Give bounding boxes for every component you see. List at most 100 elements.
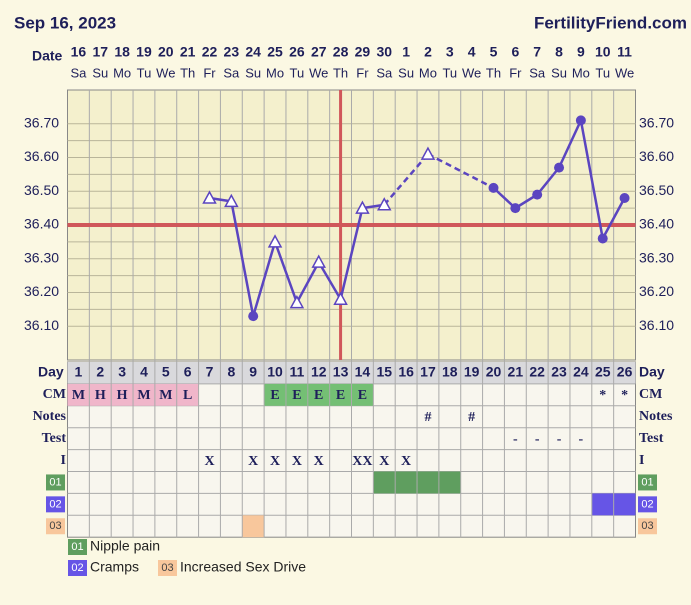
badge-right-text: 03 (641, 520, 653, 532)
y-tick-label-right: 36.30 (639, 249, 674, 265)
badge-right (638, 496, 657, 513)
chart-date: Sep 16, 2023 (14, 13, 116, 32)
y-tick-label: 36.60 (24, 148, 59, 164)
temperature-point (488, 182, 499, 193)
date-label: 7 (533, 44, 541, 60)
cell-text: H (117, 388, 128, 403)
badge-right (638, 518, 657, 535)
day-number: 17 (420, 364, 436, 380)
badge-right (638, 474, 657, 491)
cm-cell (111, 383, 134, 406)
cm-cell (133, 383, 155, 406)
day-number: 4 (140, 364, 148, 380)
weekday-label: Tu (290, 65, 305, 80)
legend-label: Increased Sex Drive (180, 559, 306, 575)
cm-cell (264, 383, 286, 406)
date-label: 21 (180, 44, 196, 60)
weekday-label: Sa (529, 65, 546, 80)
day-number: 11 (289, 364, 304, 380)
temperature-point (289, 295, 305, 309)
date-label: 19 (136, 44, 152, 60)
cm-cell (154, 383, 177, 406)
badge (46, 518, 65, 535)
cell-text: E (292, 388, 301, 403)
symptom-cell (438, 471, 461, 494)
cell-text: M (72, 388, 85, 403)
cm-cell (67, 383, 90, 406)
row-label-right: CM (639, 387, 662, 402)
date-label: 10 (595, 44, 611, 60)
cm-cell (329, 383, 352, 406)
gap-connector (383, 153, 429, 206)
weekday-label: We (156, 65, 175, 80)
row-label: Test (42, 431, 67, 446)
row-label: I (61, 453, 66, 468)
cell-text: - (557, 432, 562, 447)
date-label: 1 (402, 44, 410, 60)
y-tick-label: 36.20 (24, 283, 59, 299)
weekday-label: We (615, 65, 634, 80)
temperature-point (575, 115, 586, 126)
cell-text: * (599, 388, 606, 403)
legend-badge-text: 01 (71, 541, 83, 553)
cell-text: E (358, 388, 367, 403)
day-number: 16 (398, 364, 414, 380)
symptom-cell (417, 471, 439, 494)
weekday-label: Sa (70, 65, 87, 80)
temperature-point (248, 311, 259, 322)
weekday-label: Fr (203, 65, 216, 80)
y-tick-label-right: 36.10 (639, 317, 674, 333)
date-label: 17 (92, 44, 108, 60)
date-label: 9 (577, 44, 585, 60)
cell-text: X (270, 454, 280, 469)
cm-cell (307, 383, 330, 406)
symptom-cell (242, 515, 265, 538)
temperature-point (355, 200, 370, 214)
date-label: 18 (114, 44, 130, 60)
y-tick-label: 36.10 (24, 317, 59, 333)
temperature-point (333, 291, 348, 305)
cell-text: X (379, 454, 389, 469)
cm-cell (176, 383, 199, 406)
day-number: 14 (355, 364, 371, 380)
gap-connector (427, 153, 495, 189)
weekday-label: Sa (223, 65, 240, 80)
temperature-point (420, 146, 436, 160)
y-tick-label-right: 36.50 (639, 182, 674, 198)
date-label: 6 (511, 44, 519, 60)
cm-cell (89, 383, 112, 406)
cell-text: E (314, 388, 323, 403)
badge-right-text: 01 (641, 476, 653, 488)
legend-label: Cramps (90, 559, 139, 575)
weekday-label: Su (245, 65, 261, 80)
day-number: 2 (96, 364, 104, 380)
row-label-right: Notes (639, 409, 673, 424)
weekday-label: Mo (572, 65, 590, 80)
row-label: CM (43, 387, 66, 402)
badge-text: 01 (49, 476, 61, 488)
cell-text: H (95, 388, 106, 403)
temperature-point (597, 233, 608, 244)
legend-label: Nipple pain (90, 538, 160, 554)
weekday-label: Mo (419, 65, 437, 80)
weekday-label: Tu (137, 65, 152, 80)
date-label: 5 (490, 44, 498, 60)
symptom-cell (373, 471, 396, 494)
day-number: 6 (184, 364, 192, 380)
legend-badge (68, 560, 87, 576)
cell-text: # (424, 410, 431, 425)
row-label-right: Day (639, 364, 665, 380)
day-number: 12 (311, 364, 327, 380)
y-tick-label-right: 36.40 (639, 216, 674, 232)
row-label-right: I (639, 453, 644, 468)
temperature-point (267, 234, 283, 248)
cell-text: M (159, 388, 172, 403)
day-number: 22 (529, 364, 545, 380)
date-label: 3 (446, 44, 454, 60)
weekday-label: Fr (356, 65, 369, 80)
temperature-point (202, 190, 217, 204)
weekday-label: Su (398, 65, 414, 80)
cell-text: E (270, 388, 279, 403)
weekday-label: Su (92, 65, 108, 80)
